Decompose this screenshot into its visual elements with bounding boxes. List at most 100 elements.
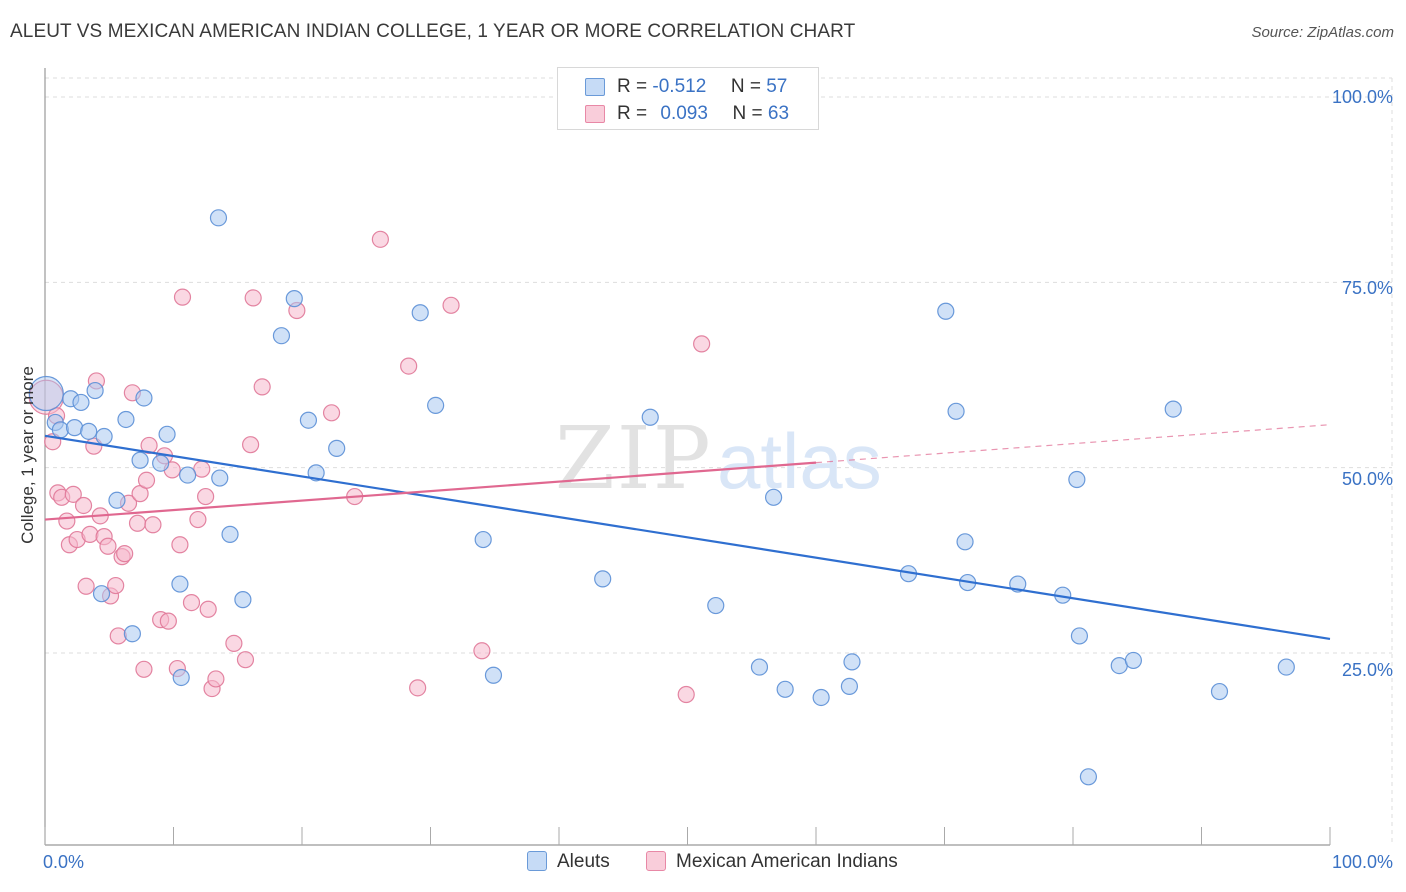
y-tick-label-100: 100.0% xyxy=(1331,87,1393,107)
aleuts-point xyxy=(641,408,659,426)
aleuts-point xyxy=(1277,658,1295,676)
legend-swatch-mexican-american-indians xyxy=(585,105,605,123)
legend-swatch-aleuts xyxy=(585,78,605,96)
aleuts-point xyxy=(171,575,189,593)
aleuts-point xyxy=(947,402,965,420)
aleuts-point xyxy=(211,469,229,487)
mexican-american-indians-point xyxy=(99,537,117,555)
mexican-american-indians-point xyxy=(182,593,201,612)
mexican-american-indians-point xyxy=(116,545,134,563)
mexican-american-indians-point xyxy=(109,627,127,645)
bottom-legend-swatch-aleuts xyxy=(527,851,547,871)
y-tick-label-75: 75.0% xyxy=(1341,278,1393,298)
aleuts-point xyxy=(117,410,135,429)
mexican-american-indians-point xyxy=(244,289,262,307)
mexican-american-indians-points xyxy=(28,230,711,704)
aleuts-point xyxy=(131,451,149,469)
aleuts-point xyxy=(812,688,830,707)
y-tick-label-50: 50.0% xyxy=(1341,469,1393,489)
x-tick-label-max: 100.0% xyxy=(1331,852,1393,872)
r-value-aleuts: -0.512 xyxy=(652,76,707,97)
aleuts-point xyxy=(474,530,492,549)
aleuts-point xyxy=(843,653,861,671)
aleuts-point xyxy=(152,454,170,472)
mexican-american-indians-point xyxy=(81,525,99,543)
bottom-legend-aleuts: Aleuts xyxy=(527,851,610,873)
aleuts-point xyxy=(72,393,90,412)
mexican-american-indians-point xyxy=(107,576,125,595)
watermark: ZIP atlas xyxy=(555,409,882,509)
y-axis-label: College, 1 year or more xyxy=(18,366,37,544)
mexican-american-indians-point xyxy=(242,436,260,454)
mexican-american-indians-point xyxy=(140,436,158,455)
mexican-american-indians-point xyxy=(137,471,156,489)
aleuts-point xyxy=(937,302,955,320)
aleuts-point xyxy=(707,596,725,615)
aleuts-point xyxy=(135,389,153,407)
mexican-american-indians-point xyxy=(171,536,189,554)
mexican-american-indians-point xyxy=(199,600,217,618)
n-label: N = xyxy=(730,76,761,97)
mexican-american-indians-point xyxy=(693,335,711,353)
aleuts-point xyxy=(234,591,252,609)
r-label: R = xyxy=(617,76,648,97)
aleuts-point xyxy=(764,488,783,506)
bottom-legend-label-aleuts: Aleuts xyxy=(557,851,610,872)
aleuts-point xyxy=(86,381,104,400)
mexican-american-indians-point xyxy=(64,485,82,503)
chart-title: ALEUT VS MEXICAN AMERICAN INDIAN COLLEGE… xyxy=(10,21,856,42)
mexican-american-indians-trend-extension xyxy=(815,424,1331,464)
mexican-american-indians-point xyxy=(128,514,147,532)
aleuts-point xyxy=(307,464,325,482)
source-credit: Source: ZipAtlas.com xyxy=(1251,24,1394,41)
aleuts-point xyxy=(172,668,190,687)
mexican-american-indians-point xyxy=(207,670,225,688)
aleuts-point xyxy=(51,421,70,439)
n-value-aleuts: 57 xyxy=(766,76,788,97)
aleuts-point xyxy=(594,570,612,588)
mexican-american-indians-point xyxy=(144,516,162,534)
r-label: R = xyxy=(617,103,648,124)
aleuts-point xyxy=(95,427,113,446)
mexican-american-indians-point xyxy=(473,642,491,660)
watermark-atlas: atlas xyxy=(717,417,882,505)
mexican-american-indians-point xyxy=(225,634,243,652)
mexican-american-indians-point xyxy=(409,679,427,697)
aleuts-point xyxy=(484,666,503,684)
mexican-american-indians-point xyxy=(77,577,95,595)
mexican-american-indians-point xyxy=(173,288,192,306)
watermark-zip: ZIP xyxy=(555,409,713,509)
aleuts-point xyxy=(1079,768,1098,786)
aleuts-point xyxy=(427,396,445,414)
aleuts-point xyxy=(108,491,126,509)
aleuts-point xyxy=(272,327,291,345)
n-label: N = xyxy=(732,103,763,124)
trend-lines xyxy=(44,424,1331,641)
mexican-american-indians-point xyxy=(74,496,93,515)
bottom-legend-mexican-american-indians: Mexican American Indians xyxy=(646,851,898,873)
aleuts-point xyxy=(1124,651,1142,670)
mexican-american-indians-point xyxy=(135,660,153,678)
aleuts-point xyxy=(80,422,98,440)
mexican-american-indians-point xyxy=(442,296,460,314)
aleuts-point xyxy=(123,625,141,643)
axes xyxy=(44,68,1331,846)
mexican-american-indians-point xyxy=(236,651,255,669)
aleuts-point xyxy=(840,677,859,695)
bottom-legend-swatch-mexican-american-indians xyxy=(646,851,666,871)
mexican-american-indians-point xyxy=(322,404,341,422)
aleuts-point xyxy=(28,375,64,412)
mexican-american-indians-point xyxy=(400,357,418,375)
aleuts-point xyxy=(1164,400,1182,418)
mexican-american-indians-point xyxy=(58,512,76,530)
aleuts-points xyxy=(28,209,1295,786)
aleuts-trend-line xyxy=(44,434,1331,641)
aleuts-point xyxy=(956,533,974,551)
x-tick-label-min: 0.0% xyxy=(43,852,85,872)
mexican-american-indians-point xyxy=(159,612,177,630)
aleuts-point xyxy=(1210,682,1229,701)
bottom-legend-label-mexican-american-indians: Mexican American Indians xyxy=(676,851,898,872)
aleuts-point xyxy=(158,425,176,443)
aleuts-point xyxy=(221,525,239,543)
aleuts-point xyxy=(209,209,228,227)
